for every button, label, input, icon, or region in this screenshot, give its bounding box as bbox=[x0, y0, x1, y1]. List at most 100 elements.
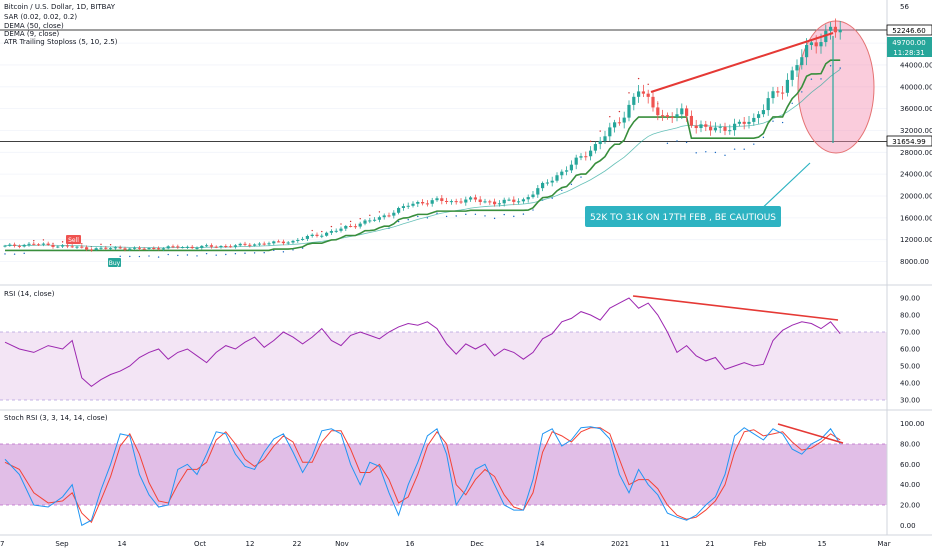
sar-dot bbox=[225, 253, 227, 256]
candle-body bbox=[8, 244, 12, 246]
sar-dot bbox=[109, 244, 112, 246]
price-tick-label: 20000.00 bbox=[900, 193, 932, 201]
candle-body bbox=[713, 127, 717, 131]
sar-dot bbox=[570, 183, 573, 186]
sar-dot bbox=[609, 116, 611, 118]
candle-body bbox=[61, 245, 65, 247]
sar-dot bbox=[292, 249, 294, 251]
sar-dot bbox=[186, 254, 189, 256]
sar-dot bbox=[253, 252, 256, 254]
high-price-tag bbox=[886, 24, 932, 36]
sar-dot bbox=[599, 130, 601, 132]
candle-body bbox=[622, 117, 626, 123]
candle-body bbox=[560, 171, 564, 176]
candle-body bbox=[281, 241, 285, 244]
candle-body bbox=[248, 244, 252, 246]
candle-body bbox=[296, 239, 300, 241]
candle-body bbox=[776, 91, 780, 93]
time-tick-label: 11 bbox=[661, 540, 670, 548]
sell-signal-badge[interactable] bbox=[66, 235, 81, 244]
rsi-tick-label: 40.00 bbox=[900, 380, 920, 388]
price-pane[interactable]: 52K TO 31K ON 17TH FEB , BE CAUTIOUS Sel… bbox=[0, 3, 932, 267]
sar-dot bbox=[705, 151, 707, 153]
sar-dot bbox=[445, 215, 448, 218]
sar-dot bbox=[359, 218, 361, 220]
sar-dot bbox=[81, 243, 83, 245]
rsi-axis[interactable]: 90.00 80.00 70.00 60.00 50.00 40.00 30.00 bbox=[900, 295, 920, 405]
price-tick-label: 36000.00 bbox=[900, 105, 932, 113]
candle-body bbox=[147, 248, 151, 250]
candle-body bbox=[809, 42, 813, 46]
stoch-tick-label: 40.00 bbox=[900, 481, 920, 489]
sar-dot bbox=[129, 255, 131, 258]
sar-dot bbox=[724, 154, 726, 156]
highlight-ellipse[interactable] bbox=[797, 20, 875, 154]
time-tick-label: 12 bbox=[246, 540, 255, 548]
stoch-divergence-line[interactable] bbox=[777, 423, 844, 444]
rsi-pane[interactable]: RSI (14, close) bbox=[0, 290, 887, 401]
time-axis[interactable]: 7 Sep 14 Oct 12 22 Nov 16 Dec 14 2021 11 21 Feb 15 Mar bbox=[0, 540, 891, 548]
sar-dot bbox=[177, 254, 179, 257]
candle-body bbox=[13, 244, 17, 246]
stoch-lines bbox=[4, 426, 841, 527]
candle-body bbox=[819, 42, 823, 47]
candle-body bbox=[742, 121, 746, 124]
candle-body bbox=[574, 157, 578, 165]
time-tick-label: Feb bbox=[754, 540, 767, 548]
candle-body bbox=[209, 245, 213, 247]
candle-body bbox=[795, 65, 799, 71]
stoch-axis[interactable]: 100.00 80.00 60.00 40.00 20.00 0.00 bbox=[900, 420, 925, 530]
candle-body bbox=[478, 199, 482, 202]
atr-legend: ATR Trailing Stoploss (5, 10, 2.5) bbox=[4, 38, 118, 46]
candle-body bbox=[133, 247, 137, 249]
sar-dot bbox=[637, 77, 640, 80]
trailing-stop-path bbox=[5, 59, 841, 252]
sar-dot bbox=[378, 211, 381, 213]
sar-dot bbox=[167, 253, 169, 256]
sar-dot bbox=[311, 229, 313, 232]
sar-dot bbox=[666, 142, 669, 145]
candle-body bbox=[593, 144, 597, 151]
callout-pointer bbox=[756, 162, 811, 214]
price-axis-top-label: 56 bbox=[900, 3, 909, 11]
sar-dot bbox=[503, 213, 505, 216]
candle-body bbox=[161, 248, 165, 250]
candle-body bbox=[608, 127, 612, 137]
candles bbox=[3, 18, 842, 252]
resistance-trendline[interactable] bbox=[650, 32, 834, 93]
candle-body bbox=[598, 140, 602, 145]
support-price-text: 31654.99 bbox=[892, 138, 925, 146]
sar-dot bbox=[100, 243, 102, 246]
sar-dot bbox=[532, 209, 534, 211]
candle-body bbox=[589, 150, 593, 157]
candle-body bbox=[488, 201, 492, 203]
candle-body bbox=[238, 243, 242, 246]
candle-body bbox=[757, 114, 761, 118]
time-tick-label: 22 bbox=[293, 540, 302, 548]
callout-text: 52K TO 31K ON 17TH FEB , BE CAUTIOUS bbox=[590, 213, 776, 223]
candle-body bbox=[397, 207, 401, 213]
candle-body bbox=[305, 235, 309, 239]
callout-box[interactable] bbox=[585, 206, 781, 227]
price-tick-label: 28000.00 bbox=[900, 149, 932, 157]
candle-body bbox=[536, 188, 540, 195]
candle-body bbox=[80, 246, 84, 248]
candle-body bbox=[473, 197, 477, 200]
candle-body bbox=[435, 198, 439, 201]
candle-body bbox=[27, 243, 31, 245]
buy-signal-badge[interactable] bbox=[108, 258, 121, 267]
candle-body bbox=[685, 108, 689, 116]
symbol-title: Bitcoin / U.S. Dollar, 1D, BITBAY bbox=[4, 3, 116, 11]
time-tick-label: Nov bbox=[335, 540, 349, 548]
sar-dot bbox=[349, 220, 352, 223]
sar-dot bbox=[119, 255, 121, 258]
stoch-pane[interactable]: Stoch RSI (3, 3, 14, 14, close) bbox=[0, 414, 887, 527]
candle-body bbox=[17, 245, 21, 247]
price-tick-label: 44000.00 bbox=[900, 61, 932, 69]
rsi-divergence-line[interactable] bbox=[632, 295, 839, 321]
horizontal-levels[interactable] bbox=[0, 29, 932, 142]
rsi-tick-label: 90.00 bbox=[900, 295, 920, 303]
sar-dot bbox=[676, 140, 678, 142]
candle-body bbox=[358, 223, 362, 227]
